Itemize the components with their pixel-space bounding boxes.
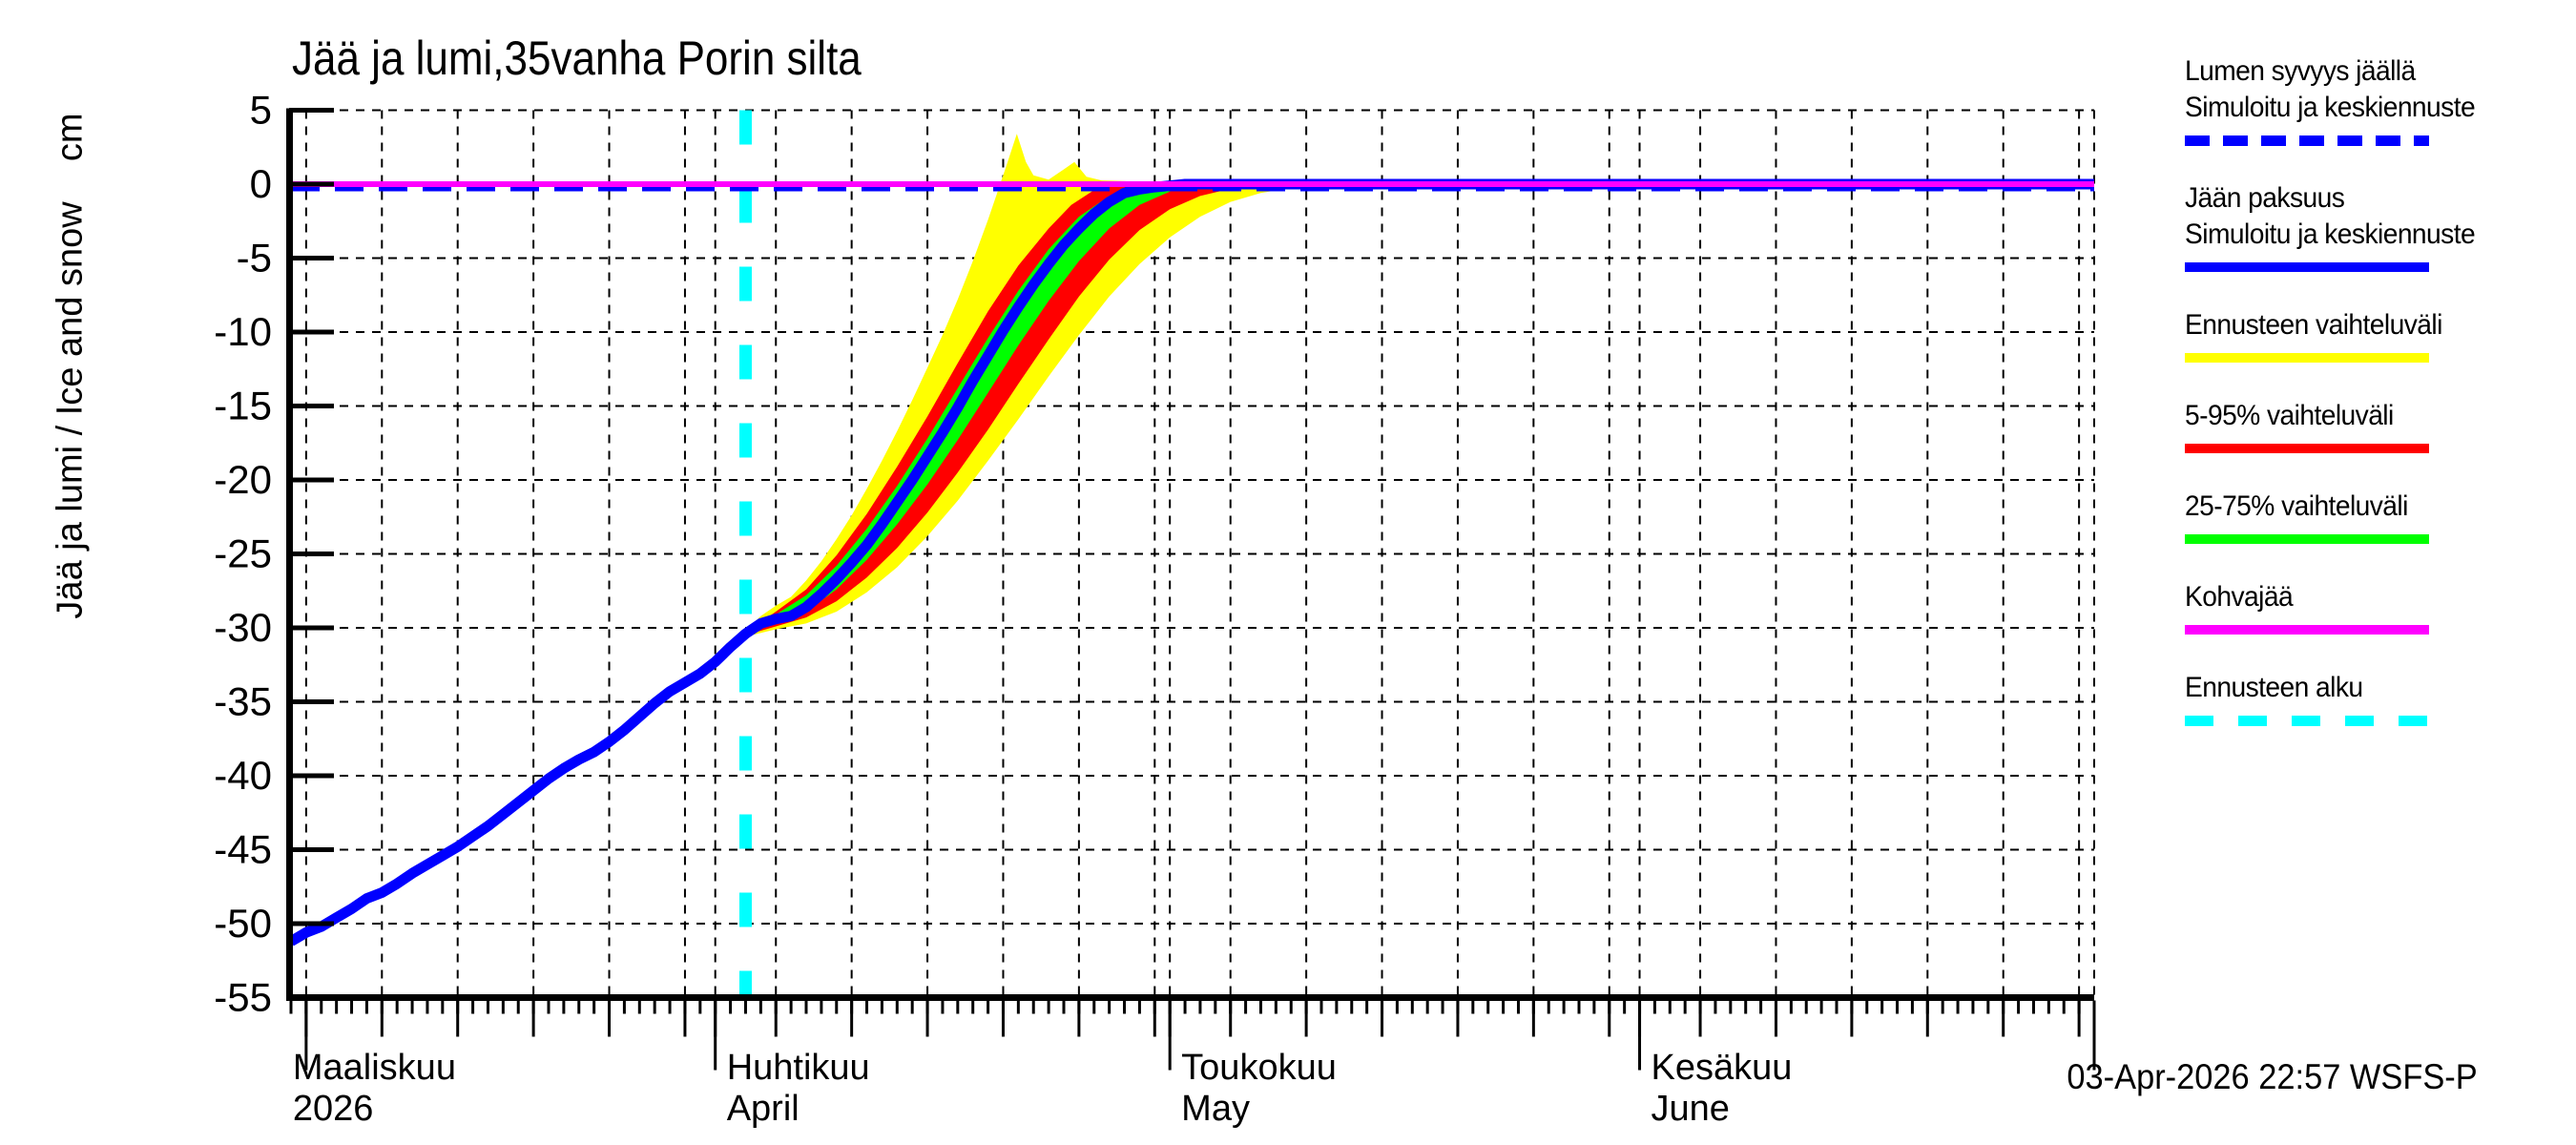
month-sublabel: June	[1652, 1089, 1730, 1129]
y-tick-label: -55	[214, 975, 272, 1020]
ice-thickness-line	[288, 178, 2094, 947]
solid-red-line	[2185, 444, 2429, 453]
legend-label: Lumen syvyys jäällä	[2185, 55, 2416, 87]
dashed-blue-line	[2185, 135, 2429, 146]
y-tick-label: -15	[214, 384, 272, 428]
month-label: Toukokuu	[1181, 1048, 1337, 1088]
dashed-cyan-line	[2185, 716, 2429, 726]
legend-label: Ennusteen alku	[2185, 672, 2363, 703]
y-tick-label: -25	[214, 531, 272, 576]
month-label: Huhtikuu	[727, 1048, 870, 1088]
legend-label: Jään paksuus	[2185, 182, 2345, 214]
solid-green-line	[2185, 534, 2429, 544]
chart-title: Jää ja lumi,35vanha Porin silta	[292, 31, 862, 85]
y-tick-label: -5	[237, 236, 272, 281]
solid-magenta-line	[2185, 625, 2429, 635]
legend-label: Simuloitu ja keskiennuste	[2185, 219, 2476, 250]
legend-label: 25-75% vaihteluväli	[2185, 490, 2408, 522]
month-label: Kesäkuu	[1652, 1048, 1793, 1088]
y-tick-label: -30	[214, 605, 272, 650]
range_25_75_band-band	[745, 184, 2094, 635]
y-tick-label: -45	[214, 827, 272, 872]
y-tick-label: -50	[214, 901, 272, 946]
month-sublabel: May	[1181, 1089, 1250, 1129]
month-label: Maaliskuu	[293, 1048, 456, 1088]
y-tick-label: 0	[250, 161, 272, 206]
solid-yellow-line	[2185, 353, 2429, 363]
month-sublabel: April	[727, 1089, 800, 1129]
y-tick-label: 5	[250, 88, 272, 133]
solid-blue-line	[2185, 262, 2429, 272]
legend-label: 5-95% vaihteluväli	[2185, 400, 2394, 431]
month-sublabel: 2026	[293, 1089, 374, 1129]
timestamp-label: 03-Apr-2026 22:57 WSFS-P	[2067, 1057, 2478, 1096]
legend-label: Kohvajää	[2185, 581, 2294, 613]
y-tick-label: -10	[214, 309, 272, 354]
legend-label: Simuloitu ja keskiennuste	[2185, 92, 2476, 123]
y-tick-label: -35	[214, 679, 272, 724]
y-tick-label: -40	[214, 753, 272, 798]
legend-label: Ennusteen vaihteluväli	[2185, 309, 2442, 341]
y-tick-label: -20	[214, 457, 272, 502]
